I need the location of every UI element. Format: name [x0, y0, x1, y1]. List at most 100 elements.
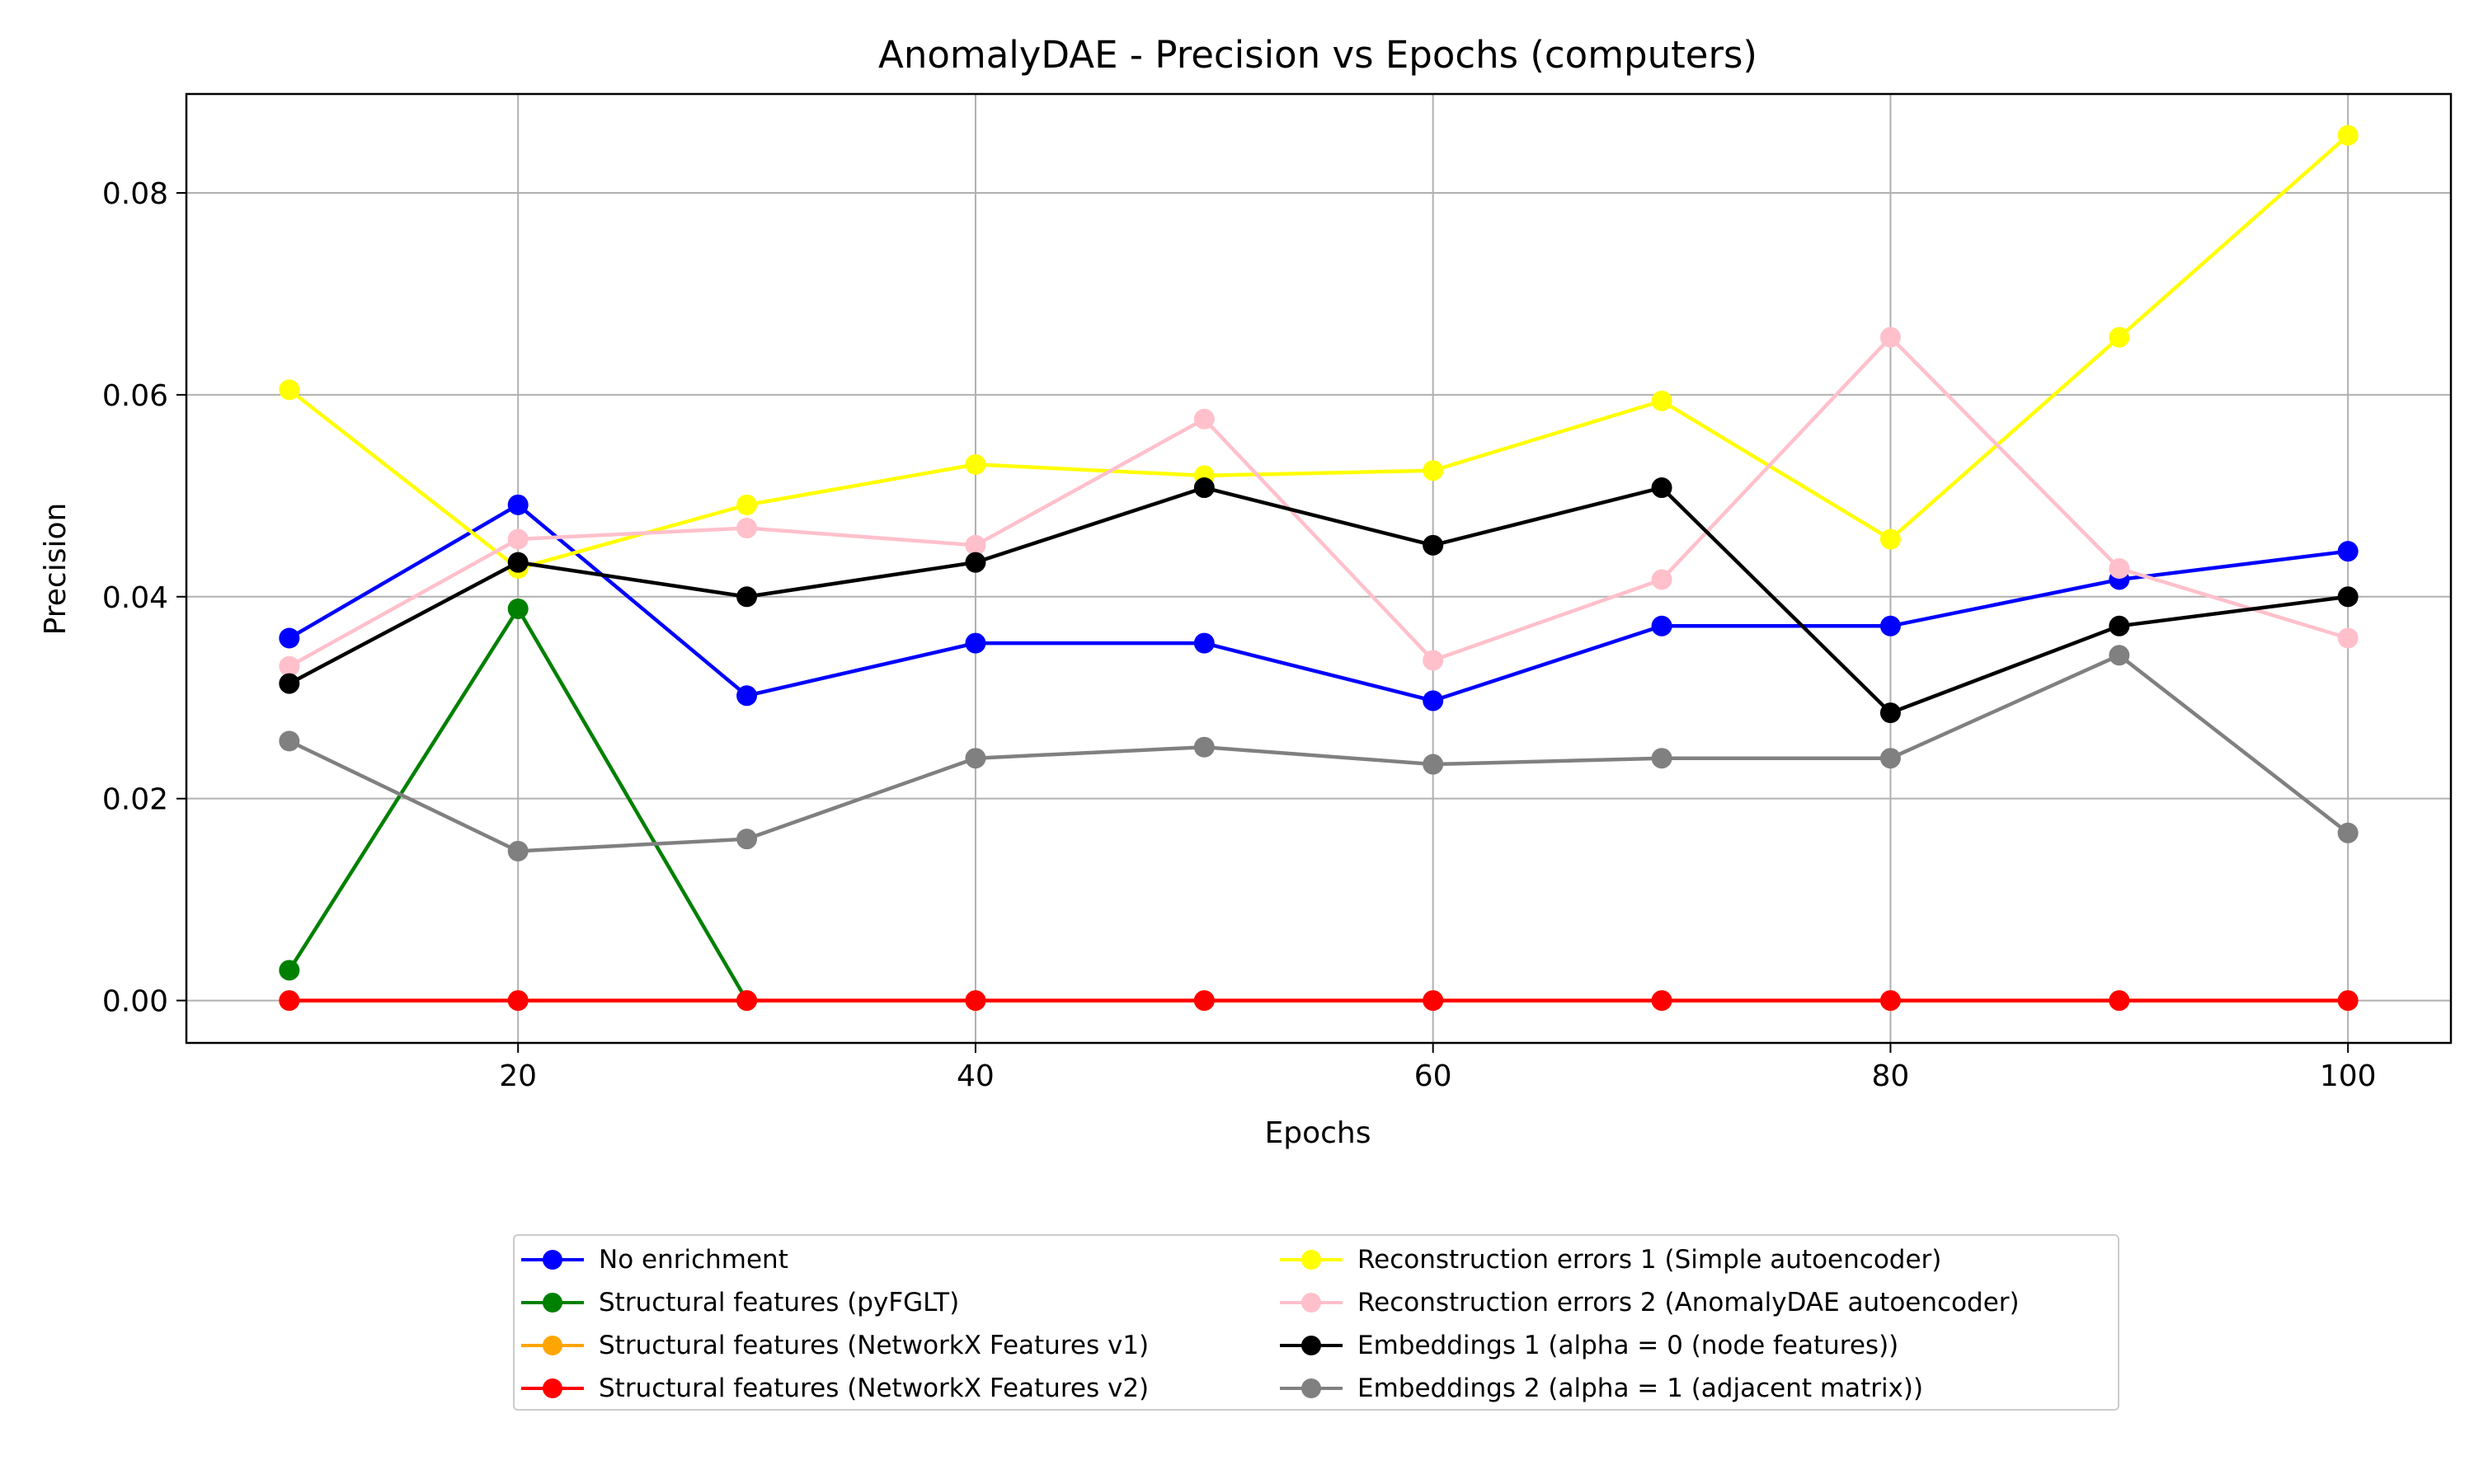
series-3	[279, 990, 2359, 1012]
data-point	[2337, 627, 2359, 649]
y-tick-label: 0.06	[102, 379, 168, 413]
data-point	[736, 990, 758, 1012]
series-line	[288, 486, 2349, 715]
data-point	[279, 990, 300, 1012]
legend-label: Reconstruction errors 2 (AnomalyDAE auto…	[1357, 1288, 2020, 1317]
y-tick-label: 0.02	[102, 783, 168, 817]
legend-label: Structural features (pyFGLT)	[599, 1288, 960, 1317]
data-point	[965, 534, 986, 556]
x-tick-label: 20	[499, 1059, 537, 1093]
data-point	[736, 586, 758, 608]
data-point	[965, 748, 986, 769]
chart-title: AnomalyDAE - Precision vs Epochs (comput…	[878, 33, 1757, 77]
series-4	[279, 124, 2359, 579]
legend-label: Embeddings 2 (alpha = 1 (adjacent matrix…	[1357, 1374, 1924, 1403]
legend-swatch	[1277, 1238, 1346, 1281]
data-point	[2109, 326, 2130, 348]
data-point	[507, 598, 529, 619]
legend-item: Embeddings 1 (alpha = 0 (node features))	[1277, 1324, 1898, 1367]
data-point	[279, 673, 300, 694]
data-point	[1651, 748, 1672, 769]
data-point	[2337, 990, 2359, 1012]
data-point	[965, 632, 986, 654]
legend-item: Structural features (NetworkX Features v…	[518, 1324, 1149, 1367]
data-point	[1193, 477, 1215, 499]
data-point	[507, 528, 529, 550]
data-point	[507, 840, 529, 862]
data-point	[507, 990, 529, 1012]
data-point	[2337, 822, 2359, 843]
data-point	[507, 494, 529, 515]
data-point	[1879, 528, 1901, 550]
data-point	[1423, 534, 1444, 556]
data-point	[2337, 541, 2359, 562]
series-line	[288, 503, 2349, 703]
legend: No enrichment Structural features (pyFGLT…	[513, 1234, 2119, 1411]
legend-swatch	[518, 1367, 587, 1410]
data-point	[736, 494, 758, 515]
data-point	[1879, 990, 1901, 1012]
data-point	[1423, 754, 1444, 775]
legend-swatch	[1277, 1367, 1346, 1410]
data-point	[1193, 990, 1215, 1012]
data-point	[1423, 690, 1444, 711]
data-point	[2109, 558, 2130, 579]
x-tick-label: 60	[1414, 1059, 1452, 1093]
data-point	[1423, 990, 1444, 1012]
legend-item: Reconstruction errors 2 (AnomalyDAE auto…	[1277, 1281, 2020, 1324]
data-point	[1651, 390, 1672, 411]
legend-item: No enrichment	[518, 1238, 788, 1281]
data-point	[2337, 124, 2359, 146]
legend-item: Structural features (NetworkX Features v…	[518, 1367, 1149, 1410]
series-5	[279, 326, 2359, 677]
data-point	[1651, 569, 1672, 590]
y-tick-label: 0.00	[102, 985, 168, 1019]
y-tick-label: 0.08	[102, 177, 168, 211]
data-point	[736, 685, 758, 707]
data-point	[1651, 615, 1672, 636]
data-point	[279, 960, 300, 981]
data-point	[965, 990, 986, 1012]
data-point	[279, 655, 300, 677]
legend-item: Embeddings 2 (alpha = 1 (adjacent matrix…	[1277, 1367, 1923, 1410]
data-point	[1879, 748, 1901, 769]
legend-label: Structural features (NetworkX Features v…	[599, 1374, 1150, 1403]
series-line	[288, 335, 2349, 669]
data-point	[279, 730, 300, 752]
data-point	[2109, 615, 2130, 636]
series-line	[288, 653, 2349, 853]
legend-label: Structural features (NetworkX Features v…	[599, 1331, 1150, 1360]
data-point	[736, 829, 758, 850]
data-point	[2109, 645, 2130, 666]
data-point	[1879, 702, 1901, 724]
data-point	[1651, 477, 1672, 499]
x-tick-label: 80	[1872, 1059, 1910, 1093]
series-layer	[279, 124, 2359, 1012]
series-line	[288, 134, 2349, 571]
data-point	[1193, 408, 1215, 430]
legend-swatch	[518, 1238, 587, 1281]
data-point	[279, 379, 300, 401]
data-point	[1193, 632, 1215, 654]
data-point	[1193, 736, 1215, 758]
tick-layer: 20 40 60 80 100 0.00 0.02 0.04 0.06 0.08	[102, 177, 2377, 1093]
legend-swatch	[518, 1281, 587, 1324]
series-0	[279, 494, 2359, 711]
data-point	[1651, 990, 1672, 1012]
legend-item: Reconstruction errors 1 (Simple autoenco…	[1277, 1238, 1941, 1281]
plot-frame	[185, 92, 2453, 1045]
data-point	[736, 518, 758, 539]
legend-item: Structural features (pyFGLT)	[518, 1281, 959, 1324]
data-point	[1423, 460, 1444, 481]
data-point	[1879, 615, 1901, 636]
data-point	[2109, 990, 2130, 1012]
data-point	[965, 552, 986, 573]
data-point	[1879, 326, 1901, 348]
y-tick-label: 0.04	[102, 581, 168, 615]
series-7	[279, 645, 2359, 862]
legend-swatch	[1277, 1324, 1346, 1367]
legend-swatch	[518, 1324, 587, 1367]
data-point	[2337, 586, 2359, 608]
x-tick-label: 100	[2320, 1059, 2377, 1093]
